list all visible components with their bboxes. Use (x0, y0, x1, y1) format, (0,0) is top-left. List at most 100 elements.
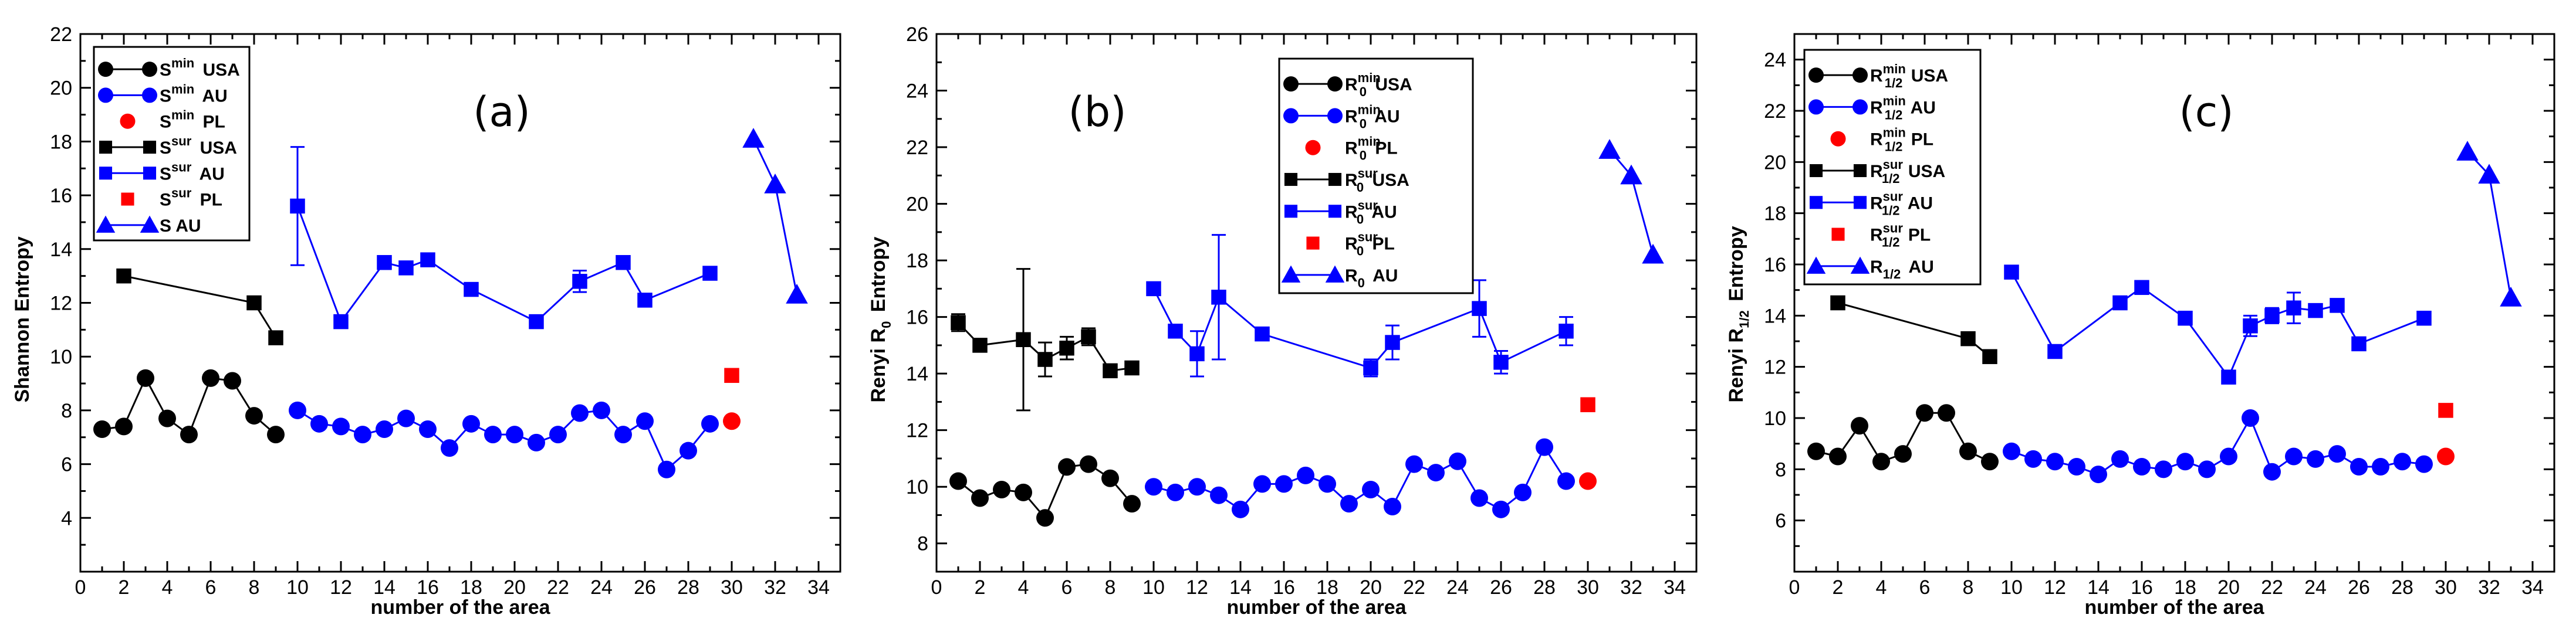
data-point (2394, 453, 2411, 471)
data-point (993, 481, 1010, 499)
legend-marker (1852, 67, 1868, 83)
data-point (702, 266, 718, 281)
series-r1-2-sur-usa (1830, 295, 1997, 364)
data-point (1384, 497, 1401, 515)
x-tick-label: 12 (2044, 576, 2066, 599)
x-axis-label: number of the area (1226, 596, 1407, 619)
x-tick-label: 32 (1620, 576, 1642, 599)
data-point (972, 338, 988, 353)
x-tick-label: 24 (590, 576, 613, 599)
legend-label: Rsur 1/2 AU (1870, 189, 1933, 218)
legend-label: S AU (160, 216, 201, 236)
legend-label: Smin USA (160, 56, 240, 80)
legend-item: Rmin 0 AU (1283, 102, 1400, 131)
data-point (616, 254, 631, 270)
data-point (549, 426, 567, 444)
x-tick-label: 22 (547, 576, 569, 599)
data-point (723, 412, 741, 430)
series-s-min-au (289, 401, 719, 478)
x-tick-label: 30 (1577, 576, 1599, 599)
x-tick-label: 20 (503, 576, 526, 599)
legend-label: Rsur 0 AU (1345, 198, 1397, 226)
x-tick-label: 28 (1533, 576, 1556, 599)
x-tick-label: 10 (1142, 576, 1165, 599)
legend-label: Ssur USA (160, 134, 237, 158)
data-point (1059, 340, 1074, 356)
y-tick-label: 18 (50, 131, 72, 153)
legend-marker (143, 167, 157, 180)
x-tick-label: 14 (1229, 576, 1252, 599)
series-line (1152, 288, 1567, 369)
data-point (529, 314, 544, 330)
data-point (377, 254, 392, 270)
data-point (637, 293, 653, 308)
legend-item: Ssur USA (99, 134, 237, 158)
legend-marker (99, 167, 113, 180)
data-point (1557, 472, 1575, 490)
data-point (1385, 335, 1400, 350)
legend-item: Rmin 1/2 USA (1808, 62, 1948, 90)
data-point (93, 420, 111, 438)
legend-marker (1327, 76, 1343, 92)
legend-marker (1806, 256, 1826, 274)
x-tick-label: 32 (2478, 576, 2500, 599)
data-point (1124, 360, 1140, 376)
legend-box (1278, 57, 1474, 294)
x-tick-label: 26 (1490, 576, 1512, 599)
x-tick-label: 30 (2435, 576, 2457, 599)
legend-label: Rsur 0 PL (1345, 230, 1395, 259)
legend-marker (1327, 108, 1343, 124)
y-tick-label: 8 (917, 533, 928, 555)
data-point (1016, 332, 1031, 347)
data-point (2372, 457, 2389, 476)
x-tick-label: 14 (373, 576, 395, 599)
legend-marker (1808, 99, 1824, 115)
legend-marker (1283, 108, 1299, 124)
data-point (2263, 463, 2281, 481)
data-point (506, 426, 523, 444)
legend-marker (98, 62, 113, 77)
legend-item: Rmin 1/2 PL (1830, 125, 1933, 154)
data-point (2351, 336, 2367, 352)
series-s-min-pl (723, 412, 741, 430)
y-tick-label: 14 (906, 363, 928, 385)
data-point (1598, 139, 1621, 159)
data-point (1255, 326, 1270, 342)
data-point (268, 330, 283, 345)
legend-label: R0 AU (1345, 266, 1398, 290)
legend-label: Rmin 0 AU (1345, 102, 1400, 131)
data-point (951, 315, 966, 331)
legend-box (1803, 49, 1982, 286)
legend-marker (99, 140, 113, 154)
data-point (398, 260, 414, 276)
data-point (1297, 466, 1314, 484)
y-tick-label: 10 (50, 346, 72, 368)
legend-label: Ssur PL (160, 186, 222, 210)
legend-marker (143, 140, 157, 154)
data-point (2456, 141, 2479, 161)
data-point (593, 401, 610, 419)
legend-label: Rmin 0 PL (1345, 134, 1398, 163)
data-point (1830, 295, 1845, 311)
data-point (2437, 447, 2455, 466)
legend-item: Ssur PL (121, 186, 222, 210)
data-point (1807, 442, 1825, 460)
data-point (1492, 500, 1510, 518)
data-point (571, 404, 589, 422)
x-tick-label: 32 (764, 576, 786, 599)
y-tick-label: 22 (1764, 100, 1786, 123)
legend-marker (1853, 196, 1867, 209)
series-r0-min-au (1145, 438, 1575, 518)
legend-item: R0 AU (1281, 265, 1398, 290)
y-tick-label: 24 (906, 80, 928, 103)
y-tick-label: 8 (1775, 459, 1786, 481)
series-s-sur-au (290, 146, 718, 330)
data-point (2415, 455, 2433, 473)
series-r0-au (1598, 139, 1664, 264)
data-point (1145, 478, 1162, 496)
data-point (1103, 363, 1118, 379)
data-point (1470, 489, 1488, 507)
legend-item: Rsur 0 AU (1284, 198, 1397, 226)
data-point (1579, 472, 1597, 490)
data-point (1427, 464, 1445, 482)
